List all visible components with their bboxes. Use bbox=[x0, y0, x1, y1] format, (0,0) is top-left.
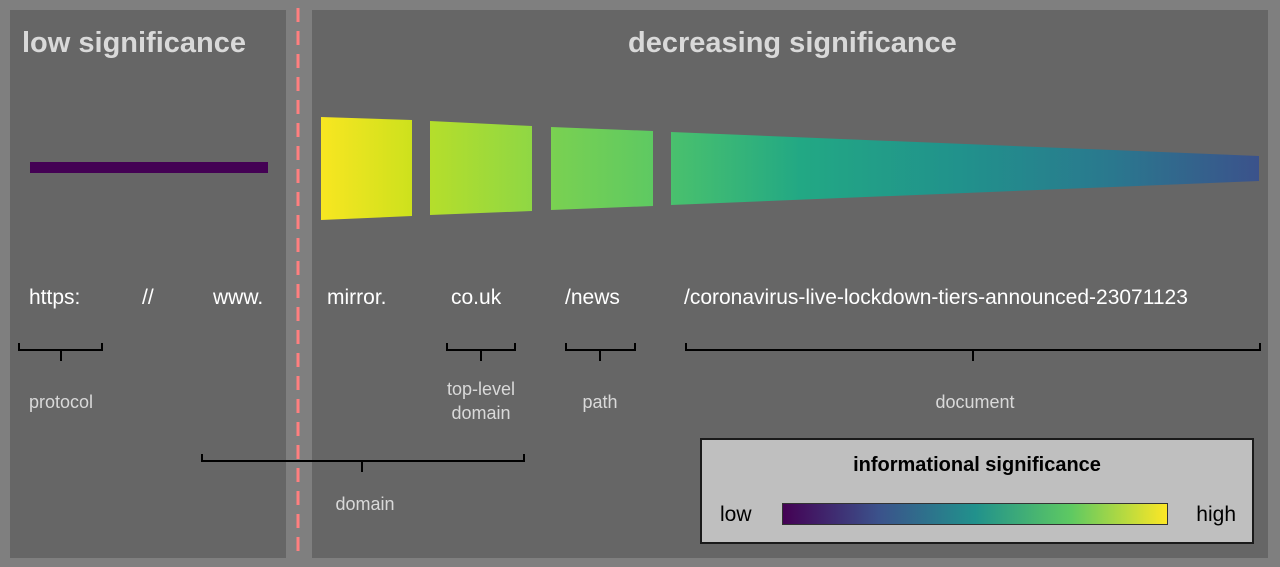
url-protocol: https: bbox=[29, 286, 81, 309]
segment-news bbox=[551, 127, 653, 210]
low-significance-heading: low significance bbox=[22, 27, 246, 59]
document-brace bbox=[685, 343, 1261, 361]
path-label: path bbox=[582, 392, 618, 412]
segment-document bbox=[671, 132, 1259, 205]
protocol-brace bbox=[18, 343, 103, 361]
top-level-domain-label: top-level domain bbox=[446, 379, 516, 423]
legend-title: informational significance bbox=[853, 454, 1101, 476]
url-separator: // bbox=[142, 286, 154, 309]
document-label: document bbox=[935, 392, 1015, 412]
low-significance-bar bbox=[30, 162, 268, 173]
url-top-level-domain: co.uk bbox=[451, 286, 502, 309]
legend-low-label: low bbox=[720, 503, 752, 526]
legend-color-bar bbox=[782, 503, 1168, 525]
top-level-domain-brace bbox=[446, 343, 516, 361]
segment-mirror bbox=[321, 117, 412, 220]
url-www: www. bbox=[213, 286, 264, 309]
url-domain-name: mirror. bbox=[327, 286, 387, 309]
low-significance-panel bbox=[10, 10, 286, 558]
protocol-label: protocol bbox=[28, 392, 94, 412]
url-path: /news bbox=[565, 286, 620, 309]
legend-high-label: high bbox=[1196, 503, 1236, 526]
url-document: /coronavirus-live-lockdown-tiers-announc… bbox=[684, 286, 1188, 309]
path-brace bbox=[565, 343, 636, 361]
domain-brace bbox=[201, 454, 525, 472]
decreasing-significance-heading: decreasing significance bbox=[628, 27, 957, 59]
domain-label: domain bbox=[335, 494, 395, 514]
significance-legend: informational significance low high bbox=[700, 438, 1254, 544]
segment-co-uk bbox=[430, 121, 532, 215]
